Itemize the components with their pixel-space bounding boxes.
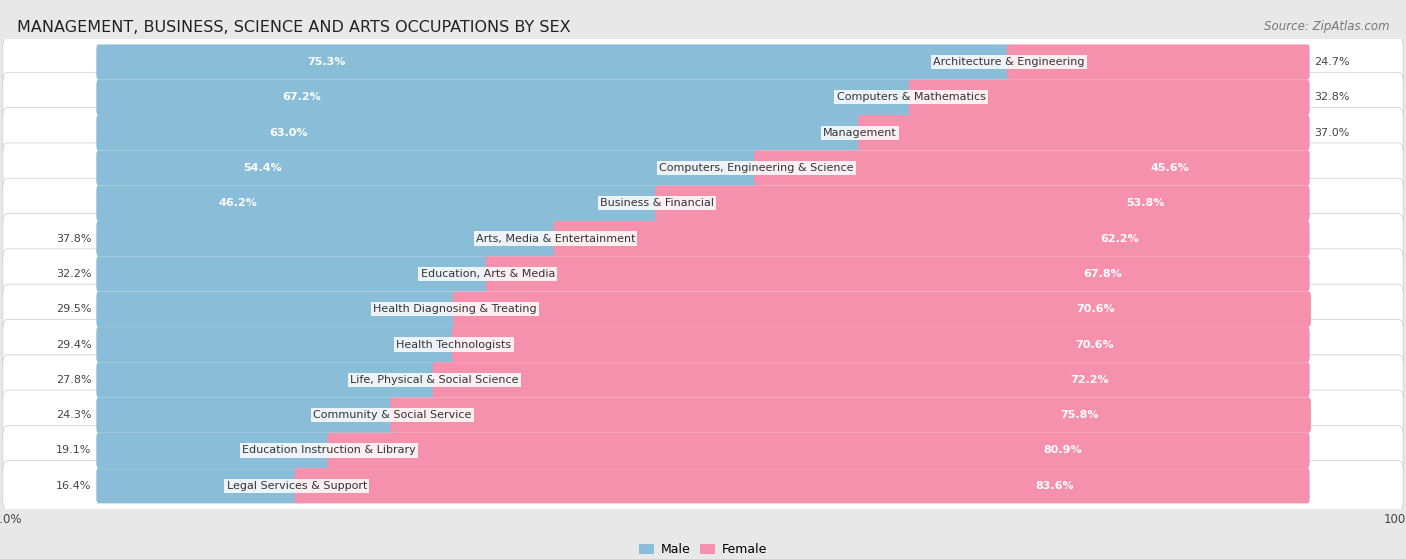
Text: Business & Financial: Business & Financial [600, 198, 714, 209]
FancyBboxPatch shape [96, 186, 659, 221]
Text: 67.8%: 67.8% [1083, 269, 1122, 279]
FancyBboxPatch shape [96, 115, 862, 150]
Text: 80.9%: 80.9% [1043, 446, 1083, 456]
FancyBboxPatch shape [3, 72, 1403, 122]
FancyBboxPatch shape [554, 221, 1309, 256]
Text: Management: Management [824, 127, 897, 138]
Text: 62.2%: 62.2% [1099, 234, 1139, 244]
Text: 32.8%: 32.8% [1315, 92, 1350, 102]
FancyBboxPatch shape [3, 319, 1403, 369]
Text: 29.4%: 29.4% [56, 339, 91, 349]
Text: 24.7%: 24.7% [1315, 57, 1350, 67]
FancyBboxPatch shape [3, 143, 1403, 193]
Text: 54.4%: 54.4% [243, 163, 283, 173]
FancyBboxPatch shape [3, 425, 1403, 476]
Text: Education Instruction & Library: Education Instruction & Library [242, 446, 416, 456]
Text: Health Diagnosing & Treating: Health Diagnosing & Treating [374, 304, 537, 314]
FancyBboxPatch shape [96, 433, 332, 468]
FancyBboxPatch shape [433, 362, 1310, 397]
Text: Computers & Mathematics: Computers & Mathematics [837, 92, 986, 102]
Text: 63.0%: 63.0% [270, 127, 308, 138]
FancyBboxPatch shape [295, 468, 1310, 504]
Text: 27.8%: 27.8% [56, 375, 91, 385]
FancyBboxPatch shape [96, 256, 489, 292]
FancyBboxPatch shape [96, 292, 457, 327]
FancyBboxPatch shape [96, 221, 558, 256]
FancyBboxPatch shape [754, 150, 1310, 186]
Text: 72.2%: 72.2% [1070, 375, 1109, 385]
Text: 37.8%: 37.8% [56, 234, 91, 244]
Text: Community & Social Service: Community & Social Service [314, 410, 471, 420]
FancyBboxPatch shape [453, 292, 1310, 327]
FancyBboxPatch shape [3, 249, 1403, 299]
Text: Source: ZipAtlas.com: Source: ZipAtlas.com [1264, 20, 1389, 32]
FancyBboxPatch shape [485, 256, 1309, 292]
Legend: Male, Female: Male, Female [640, 543, 766, 556]
Text: 70.6%: 70.6% [1076, 304, 1115, 314]
FancyBboxPatch shape [96, 150, 758, 186]
Text: Computers, Engineering & Science: Computers, Engineering & Science [659, 163, 853, 173]
Text: Arts, Media & Entertainment: Arts, Media & Entertainment [475, 234, 636, 244]
Text: 16.4%: 16.4% [56, 481, 91, 491]
FancyBboxPatch shape [3, 178, 1403, 229]
FancyBboxPatch shape [1007, 44, 1309, 80]
Text: 32.2%: 32.2% [56, 269, 91, 279]
Text: 46.2%: 46.2% [219, 198, 257, 209]
FancyBboxPatch shape [3, 355, 1403, 405]
FancyBboxPatch shape [858, 115, 1310, 150]
Text: 75.8%: 75.8% [1060, 410, 1099, 420]
FancyBboxPatch shape [908, 80, 1309, 115]
FancyBboxPatch shape [3, 284, 1403, 334]
Text: Legal Services & Support: Legal Services & Support [226, 481, 367, 491]
FancyBboxPatch shape [389, 397, 1310, 433]
FancyBboxPatch shape [328, 433, 1310, 468]
FancyBboxPatch shape [3, 108, 1403, 158]
Text: 37.0%: 37.0% [1315, 127, 1350, 138]
Text: Architecture & Engineering: Architecture & Engineering [934, 57, 1084, 67]
FancyBboxPatch shape [96, 80, 912, 115]
FancyBboxPatch shape [3, 390, 1403, 440]
Text: 19.1%: 19.1% [56, 446, 91, 456]
Text: 24.3%: 24.3% [56, 410, 91, 420]
Text: 83.6%: 83.6% [1036, 481, 1074, 491]
FancyBboxPatch shape [3, 214, 1403, 264]
FancyBboxPatch shape [96, 397, 394, 433]
FancyBboxPatch shape [96, 362, 437, 397]
Text: 45.6%: 45.6% [1150, 163, 1189, 173]
FancyBboxPatch shape [96, 44, 1011, 80]
Text: Education, Arts & Media: Education, Arts & Media [420, 269, 555, 279]
FancyBboxPatch shape [655, 186, 1309, 221]
FancyBboxPatch shape [3, 37, 1403, 87]
Text: 70.6%: 70.6% [1074, 339, 1114, 349]
FancyBboxPatch shape [96, 468, 299, 504]
Text: 67.2%: 67.2% [283, 92, 321, 102]
Text: MANAGEMENT, BUSINESS, SCIENCE AND ARTS OCCUPATIONS BY SEX: MANAGEMENT, BUSINESS, SCIENCE AND ARTS O… [17, 20, 571, 35]
Text: 29.5%: 29.5% [56, 304, 91, 314]
FancyBboxPatch shape [451, 327, 1309, 362]
Text: 53.8%: 53.8% [1126, 198, 1164, 209]
FancyBboxPatch shape [96, 327, 456, 362]
FancyBboxPatch shape [3, 461, 1403, 511]
Text: Health Technologists: Health Technologists [396, 339, 512, 349]
Text: 75.3%: 75.3% [307, 57, 346, 67]
Text: Life, Physical & Social Science: Life, Physical & Social Science [350, 375, 519, 385]
